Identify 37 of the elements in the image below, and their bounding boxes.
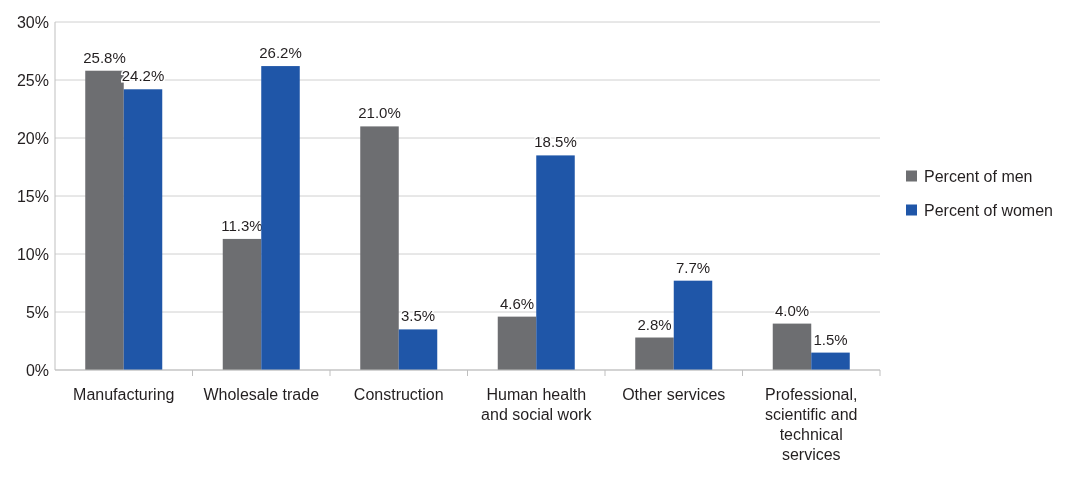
y-tick-label: 25% — [16, 71, 49, 89]
bar — [772, 323, 812, 370]
bar — [222, 238, 262, 370]
y-tick-label: 5% — [25, 303, 49, 321]
y-tick-label: 10% — [16, 245, 49, 263]
bar — [261, 66, 300, 370]
x-tick-label: Wholesale trade — [203, 386, 320, 403]
text: 3.5% — [400, 307, 436, 325]
x-tick-label: Construction — [353, 386, 444, 403]
text: 18.5% — [534, 133, 577, 151]
bar — [360, 126, 399, 370]
x-tick-label: Manufacturing — [73, 386, 175, 403]
x-tick-label: Human health and social work — [481, 386, 593, 423]
text: 21.0% — [358, 104, 401, 122]
text: 7.7% — [675, 258, 711, 276]
text: 25.8% — [83, 48, 126, 66]
bar — [811, 352, 850, 370]
legend-label: Percent of women — [924, 202, 1053, 220]
legend-label: Percent of men — [924, 168, 1033, 186]
bar — [536, 155, 575, 370]
y-tick-label: 30% — [16, 13, 49, 31]
y-tick-label: 20% — [16, 129, 49, 147]
bar — [635, 337, 674, 370]
x-tick-label: Professional, scientific and technical services — [765, 386, 858, 463]
y-tick-label: 0% — [25, 361, 49, 379]
text: 4.0% — [774, 301, 810, 319]
x-tick-label: Other services — [622, 386, 726, 403]
bar — [85, 70, 124, 370]
bar — [398, 329, 438, 370]
text: 1.5% — [813, 330, 848, 348]
bar — [123, 89, 163, 370]
bar — [497, 316, 537, 370]
text: 2.8% — [637, 315, 672, 333]
text: 26.2% — [259, 44, 302, 62]
text: 4.6% — [499, 294, 535, 312]
bar — [673, 280, 713, 370]
y-tick-label: 15% — [16, 187, 49, 205]
